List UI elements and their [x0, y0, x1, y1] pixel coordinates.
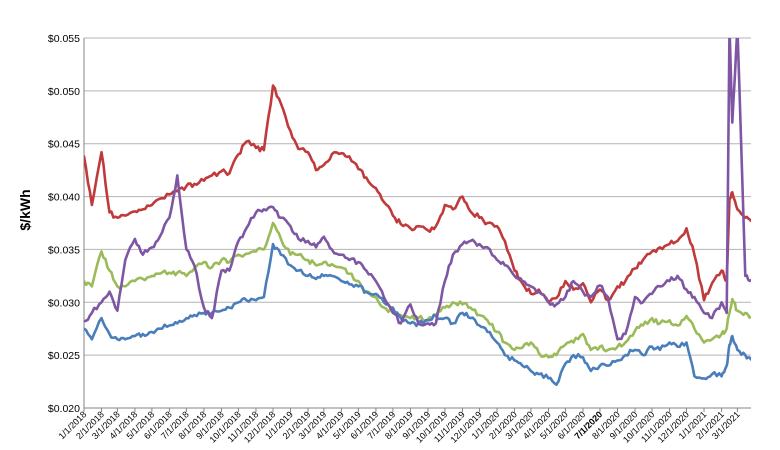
grid-lines	[84, 37, 751, 409]
y-tick-label: $0.030	[48, 297, 80, 309]
series-line-1	[84, 84, 751, 304]
series-line-2	[84, 221, 751, 359]
y-tick-label: $0.020	[48, 403, 80, 415]
axes	[83, 38, 751, 412]
y-tick-label: $0.035	[48, 244, 80, 256]
series-line-4	[84, 38, 751, 341]
y-tick-labels: $0.020 $0.025 $0.030 $0.035 $0.040 $0.045 $0.0…	[48, 33, 80, 415]
series-line-3	[84, 242, 751, 386]
y-tick-label: $0.025	[48, 350, 80, 362]
x-tick-labels: 1/1/20182/1/20183/1/20184/1/20185/1/2018…	[57, 409, 742, 444]
y-tick-label: $0.055	[48, 33, 80, 45]
y-tick-label: $0.045	[48, 139, 80, 151]
series-lines	[84, 38, 751, 386]
y-axis-label: $/kWh	[17, 189, 33, 230]
y-tick-label: $0.040	[48, 192, 80, 204]
y-tick-label: $0.050	[48, 86, 80, 98]
